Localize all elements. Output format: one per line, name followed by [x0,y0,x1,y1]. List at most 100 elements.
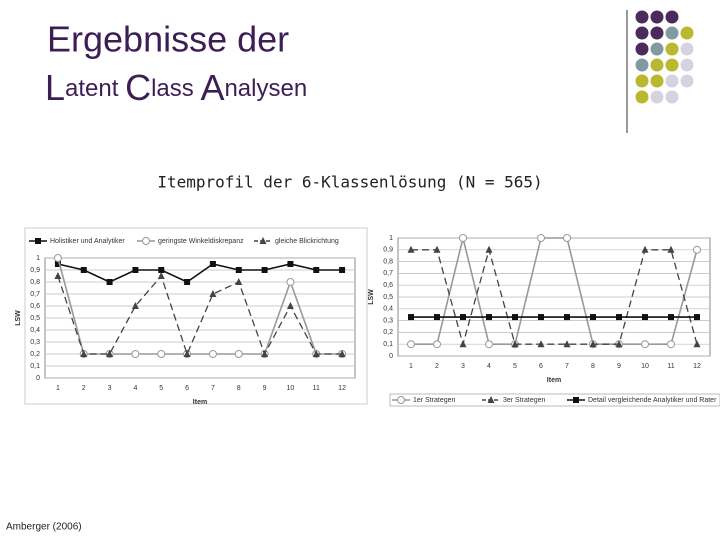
marker [157,272,165,279]
x-tick-label: 2 [82,385,86,392]
dot [635,42,649,56]
y-tick-label: 1 [36,255,40,262]
x-tick-label: 4 [133,385,137,392]
y-tick-label: 0,5 [30,315,40,322]
marker [407,245,415,253]
title-part: L [45,67,65,108]
dot [665,10,679,24]
marker [208,350,217,358]
dot [680,42,694,56]
title-part: A [200,67,224,108]
series-line [411,247,698,347]
marker [131,302,139,309]
title-part: atent [65,75,125,102]
x-tick-label: 8 [591,363,595,370]
y-tick-label: 0,8 [30,279,40,286]
marker [433,340,441,349]
y-tick-label: 0,1 [383,341,393,348]
dot [665,26,679,40]
dot [650,42,664,56]
slide-title: Ergebnisse der [47,19,289,60]
title-part: C [125,67,151,108]
x-tick-label: 1 [409,363,413,370]
dot [680,26,694,40]
x-tick-label: 7 [565,363,569,370]
marker [235,278,243,285]
marker [434,314,440,321]
marker [616,314,622,321]
marker [80,350,88,357]
subtitle: Itemprofil der 6-Klassenlösung (N = 565) [157,173,542,192]
marker [183,350,191,357]
marker [286,302,294,309]
marker [338,350,346,357]
y-tick-label: 0,6 [383,282,393,289]
legend-box [389,393,720,407]
y-tick-label: 0,2 [30,351,40,358]
marker [286,278,295,286]
marker [538,314,544,321]
x-axis-label: Item [547,377,561,384]
marker [339,267,346,273]
x-tick-label: 12 [693,363,701,370]
dot [635,74,649,88]
y-tick-label: 0,5 [383,294,393,301]
marker [694,314,700,321]
legend-box [27,235,357,247]
marker [80,267,87,273]
y-tick-label: 1 [389,235,393,242]
legend-marker [487,396,495,403]
marker [667,340,675,349]
marker [512,314,518,321]
marker [132,267,139,273]
marker [460,314,466,321]
y-tick-label: 0,2 [383,329,393,336]
marker [106,350,114,357]
marker [184,279,191,285]
marker [106,279,113,285]
x-tick-label: 5 [159,385,163,392]
marker [209,261,216,267]
legend-marker [35,238,41,244]
y-tick-label: 0,7 [383,270,393,277]
marker [235,267,242,273]
y-tick-label: 0,4 [30,327,40,334]
series-line [57,263,343,283]
marker [158,267,165,273]
series-line [411,237,698,345]
marker [261,267,268,273]
dot [635,90,649,104]
legend-label: geringste Winkeldiskrepanz [158,238,244,245]
marker [485,340,493,349]
x-tick-label: 8 [237,385,241,392]
dot [650,26,664,40]
marker [693,340,701,348]
legend-label: gleiche Blickrichtung [275,238,339,245]
marker [563,340,571,348]
y-tick-label: 0,7 [30,291,40,298]
x-tick-label: 3 [108,385,112,392]
marker [54,272,62,279]
marker [668,314,674,321]
marker [53,254,62,262]
x-tick-label: 11 [667,363,674,370]
marker [564,314,570,321]
marker [511,340,519,348]
x-tick-label: 1 [56,385,60,392]
marker [54,261,61,267]
dot [650,74,664,88]
x-tick-label: 10 [641,363,649,370]
dot [680,74,694,88]
dot [650,10,664,24]
x-tick-label: 10 [287,385,295,392]
y-tick-label: 0,3 [30,339,40,346]
dot [665,42,679,56]
dot [635,26,649,40]
marker [408,314,414,321]
marker [485,245,493,253]
marker [590,314,596,321]
dot [650,58,664,72]
marker [131,350,140,358]
marker [407,340,415,349]
